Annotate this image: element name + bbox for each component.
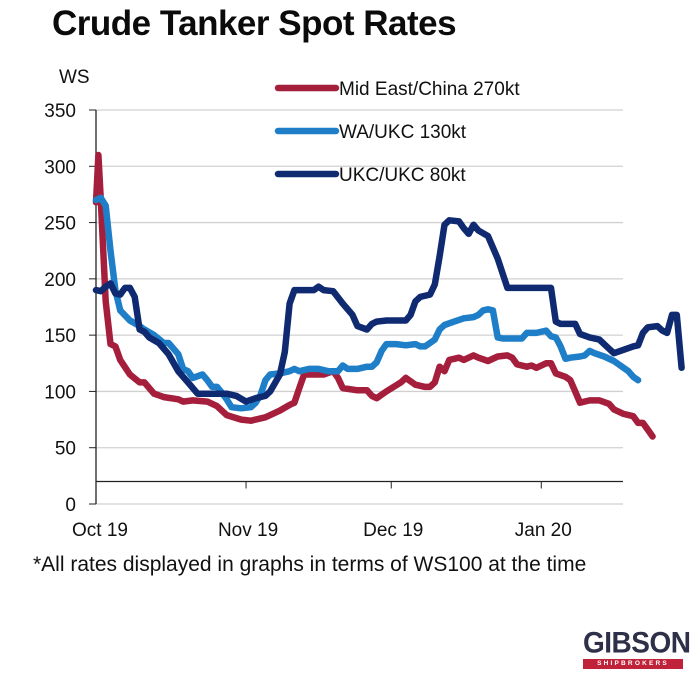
footnote: *All rates displayed in graphs in terms … [33,553,587,576]
legend: Mid East/China 270kt WA/UKC 130kt UKC/UKC … [274,79,520,186]
legend-label: WA/UKC 130kt [339,122,467,143]
y-axis-label: WS [59,67,90,88]
legend-label: UKC/UKC 80kt [339,165,466,186]
x-tick-label: Oct 19 [72,520,128,541]
gibson-logo: GIBSON SHIPBROKERS [583,626,691,669]
legend-label: Mid East/China 270kt [339,79,520,100]
x-tick-label: Dec 19 [363,520,423,541]
y-tick-label: 50 [55,439,76,460]
chart-title: Crude Tanker Spot Rates [52,4,457,43]
y-tick-label: 100 [44,382,76,403]
y-tick-label: 250 [44,214,76,235]
x-tick-label: Nov 19 [218,520,278,541]
logo-wordmark: GIBSON [583,626,691,659]
y-tick-label: 0 [65,495,76,516]
y-tick-label: 200 [44,270,76,291]
series-lines [92,151,685,440]
y-tick-label: 300 [44,157,76,178]
series-line-ukc-ukc-80kt [92,217,685,405]
y-tick-label: 150 [44,326,76,347]
axes: 0 50 100 150 200 250 300 350 Oct 19 Nov 19 Dec 19 J… [44,101,623,541]
series-line-wa-ukc-130kt [92,194,642,412]
series-line-mid-east-china-270kt [92,151,656,440]
x-tick-label: Jan 20 [515,520,572,541]
logo-tagline: SHIPBROKERS [583,659,683,669]
y-tick-label: 350 [44,101,76,122]
